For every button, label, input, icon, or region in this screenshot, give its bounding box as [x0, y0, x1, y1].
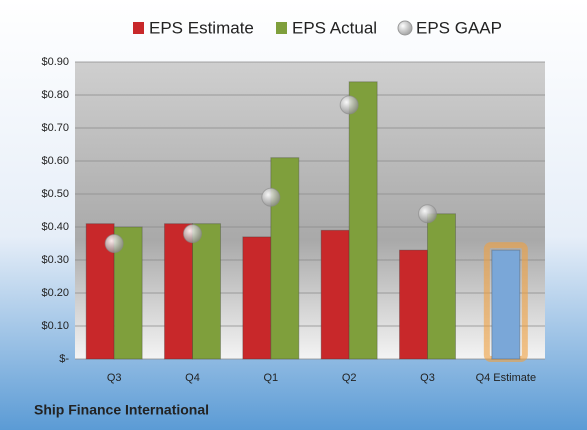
y-tick-label: $0.10 — [41, 320, 69, 332]
y-tick-label: $0.20 — [41, 287, 69, 299]
legend-marker — [133, 22, 144, 34]
x-tick-label: Q1 — [263, 372, 278, 384]
bar — [427, 213, 456, 360]
y-tick-label: $0.60 — [41, 155, 69, 167]
bar — [348, 81, 378, 360]
gaap-marker — [183, 224, 202, 244]
plot-area — [75, 62, 545, 359]
gaap-marker — [104, 234, 124, 253]
bar — [320, 229, 350, 360]
y-tick-label: $0.80 — [41, 89, 69, 101]
y-tick-label: $- — [59, 353, 69, 365]
legend-marker — [276, 22, 287, 34]
x-tick-label: Q4 — [185, 372, 200, 384]
y-tick-label: $0.70 — [41, 122, 69, 134]
y-tick-label: $0.90 — [41, 56, 69, 68]
gaap-marker — [261, 187, 281, 207]
legend-marker — [397, 20, 413, 36]
gaap-marker — [418, 204, 437, 224]
bar — [242, 236, 272, 360]
bar — [491, 249, 521, 360]
bar — [399, 249, 428, 360]
bar — [270, 157, 300, 360]
y-tick-label: $0.50 — [41, 188, 69, 200]
y-tick-label: $0.40 — [41, 221, 69, 233]
x-tick-label: Q3 — [420, 372, 435, 384]
x-tick-label: Q3 — [107, 372, 122, 384]
bar — [192, 223, 221, 360]
gaap-marker — [339, 95, 359, 115]
bar — [164, 223, 193, 360]
footer: Ship Finance International — [34, 402, 209, 418]
x-tick-label: Q4 Estimate — [476, 372, 537, 384]
legend-label: EPS Estimate — [149, 18, 254, 37]
y-tick-label: $0.30 — [41, 254, 69, 266]
x-tick-label: Q2 — [342, 372, 357, 384]
legend-label: EPS GAAP — [416, 18, 502, 37]
legend-label: EPS Actual — [292, 18, 377, 37]
